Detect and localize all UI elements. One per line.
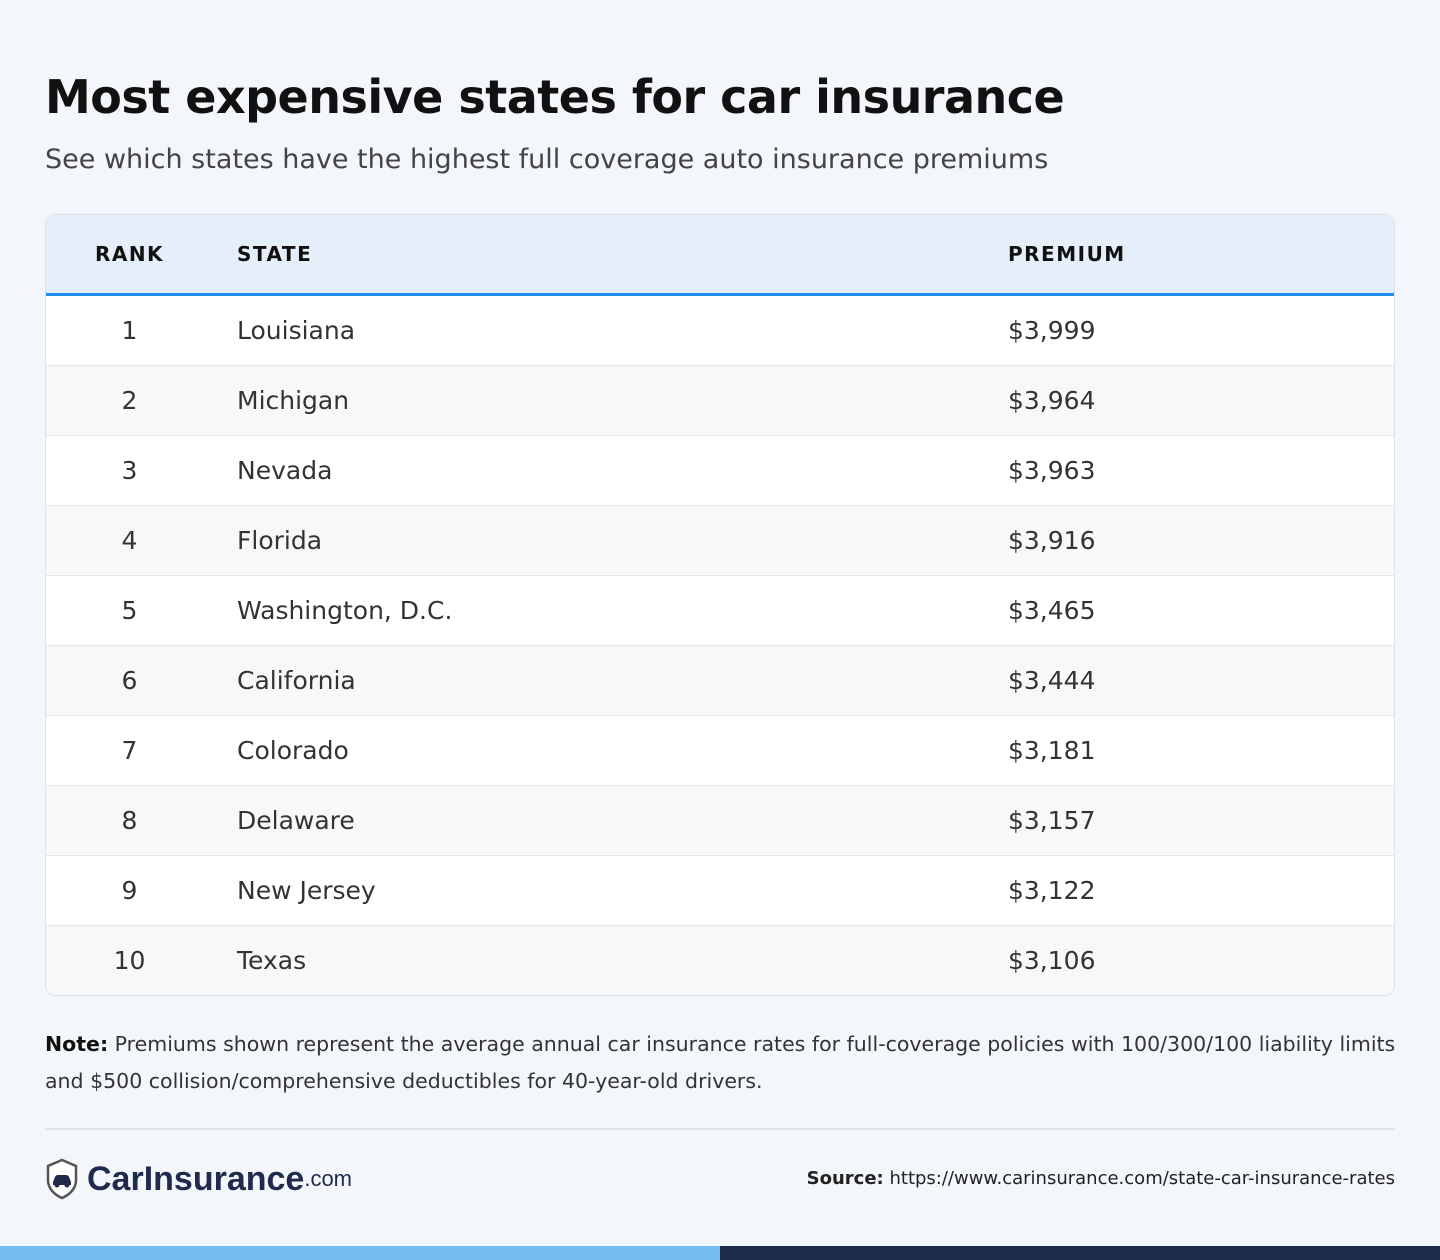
page-subtitle: See which states have the highest full c… <box>45 144 1049 175</box>
divider <box>45 1128 1395 1130</box>
table-row: 1 Louisiana $3,999 <box>46 296 1394 365</box>
source: Source: https://www.carinsurance.com/sta… <box>807 1168 1395 1189</box>
note-text: Premiums shown represent the average ann… <box>45 1032 1396 1093</box>
state-cell: New Jersey <box>237 876 376 905</box>
premium-cell: $3,444 <box>1008 666 1096 695</box>
logo-suffix: .com <box>304 1166 353 1191</box>
premium-table: RANK STATE PREMIUM 1 Louisiana $3,999 2 Mich… <box>45 214 1395 996</box>
state-cell: Delaware <box>237 806 355 835</box>
rank-cell: 9 <box>121 876 138 905</box>
state-cell: Florida <box>237 526 323 555</box>
premium-cell: $3,106 <box>1008 946 1096 975</box>
rank-cell: 3 <box>121 456 138 485</box>
state-cell: Michigan <box>237 386 350 415</box>
rank-cell: 8 <box>121 806 138 835</box>
premium-cell: $3,122 <box>1008 876 1096 905</box>
table-row: 9 New Jersey $3,122 <box>46 855 1394 925</box>
premium-cell: $3,964 <box>1008 386 1096 415</box>
table-row: 10 Texas $3,106 <box>46 925 1394 995</box>
table-header: RANK STATE PREMIUM <box>46 215 1394 296</box>
state-cell: California <box>237 666 356 695</box>
rank-cell: 10 <box>113 946 146 975</box>
header-rank: RANK <box>94 242 165 266</box>
table-row: 7 Colorado $3,181 <box>46 715 1394 785</box>
state-cell: Louisiana <box>237 316 356 345</box>
premium-cell: $3,181 <box>1008 736 1096 765</box>
note-label: Note: <box>45 1032 109 1056</box>
state-cell: Nevada <box>237 456 333 485</box>
premium-cell: $3,157 <box>1008 806 1096 835</box>
premium-cell: $3,963 <box>1008 456 1096 485</box>
state-cell: Colorado <box>237 736 349 765</box>
state-cell: Washington, D.C. <box>237 596 453 625</box>
footer-bar-dark <box>720 1246 1440 1260</box>
source-url[interactable]: https://www.carinsurance.com/state-car-i… <box>883 1168 1395 1189</box>
rank-cell: 1 <box>121 316 138 345</box>
rank-cell: 4 <box>121 526 138 555</box>
table-row: 2 Michigan $3,964 <box>46 365 1394 435</box>
header-premium: PREMIUM <box>1008 242 1126 266</box>
table-row: 3 Nevada $3,963 <box>46 435 1394 505</box>
rank-cell: 6 <box>121 666 138 695</box>
shield-car-icon <box>46 1158 78 1200</box>
page-title: Most expensive states for car insurance <box>45 70 1065 124</box>
table-row: 8 Delaware $3,157 <box>46 785 1394 855</box>
state-cell: Texas <box>237 946 307 975</box>
premium-cell: $3,465 <box>1008 596 1096 625</box>
table-row: 6 California $3,444 <box>46 645 1394 715</box>
premium-cell: $3,916 <box>1008 526 1096 555</box>
rank-cell: 2 <box>121 386 138 415</box>
note: Note: Premiums shown represent the avera… <box>45 1026 1405 1100</box>
logo-name: CarInsurance <box>87 1159 305 1198</box>
table-row: 4 Florida $3,916 <box>46 505 1394 575</box>
header-state: STATE <box>237 242 313 266</box>
table-row: 5 Washington, D.C. $3,465 <box>46 575 1394 645</box>
rank-cell: 5 <box>121 596 138 625</box>
footer-bar-light <box>0 1246 720 1260</box>
carinsurance-logo: CarInsurance .com <box>45 1158 352 1200</box>
source-label: Source: <box>806 1168 884 1189</box>
rank-cell: 7 <box>121 736 138 765</box>
premium-cell: $3,999 <box>1008 316 1096 345</box>
